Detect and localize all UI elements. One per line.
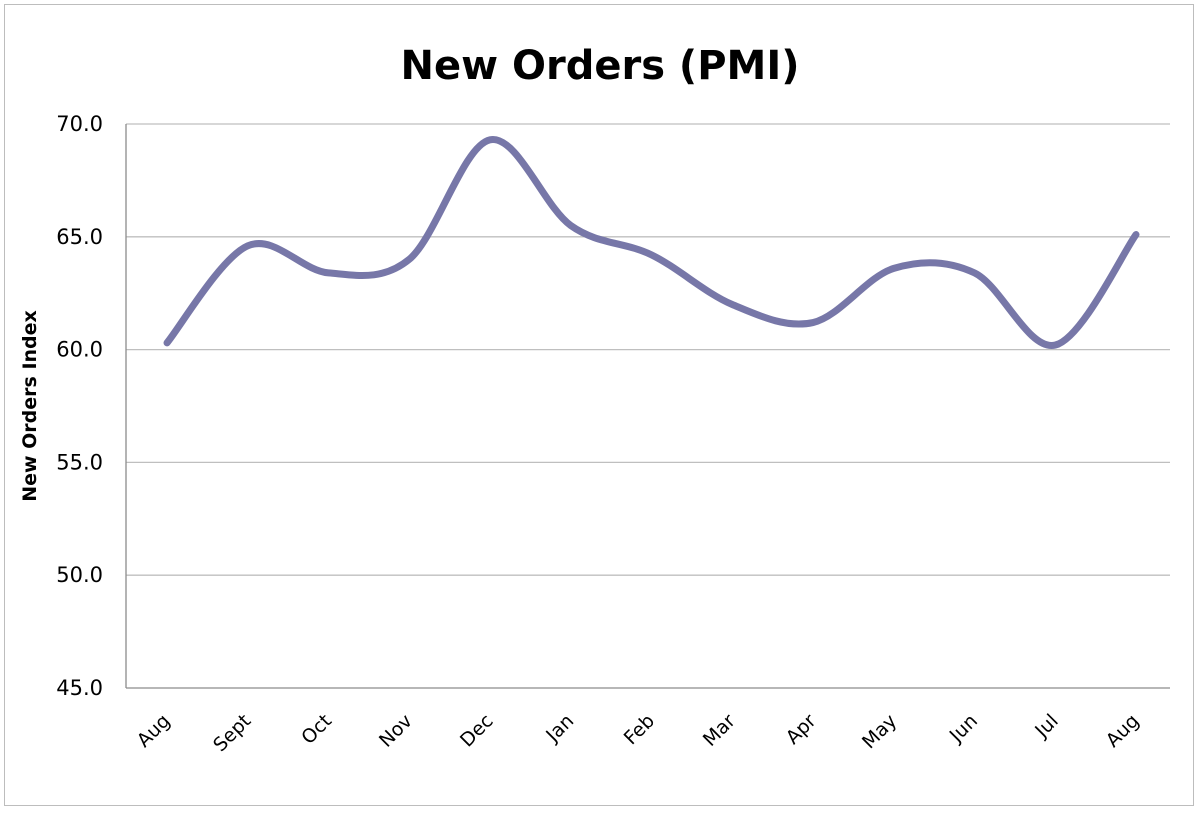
x-tick-label: Mar (699, 710, 740, 751)
x-tick-label: Oct (297, 710, 336, 749)
x-tick-label: Jun (945, 710, 982, 747)
gridlines (125, 123, 1170, 689)
chart-frame (4, 4, 1194, 806)
y-tick-label: 45.0 (56, 676, 103, 700)
y-tick-label: 60.0 (56, 338, 103, 362)
x-axis-ticks: Aug Sept Oct Nov Dec Jan Feb Mar Apr May Jun Jul Aug (133, 710, 1144, 756)
x-tick-label: Aug (133, 710, 175, 752)
chart-title: New Orders (PMI) (400, 43, 799, 89)
series-layer (163, 136, 1140, 349)
x-tick-label: Nov (375, 710, 417, 752)
x-tick-label: Aug (1102, 710, 1144, 752)
x-tick-label: Jan (541, 710, 578, 747)
y-tick-label: 70.0 (56, 112, 103, 136)
y-axis-label: New Orders Index (19, 310, 41, 502)
x-tick-label: Dec (456, 710, 498, 752)
y-tick-label: 55.0 (56, 450, 103, 474)
y-tick-label: 65.0 (56, 225, 103, 249)
x-tick-label: Apr (782, 710, 821, 749)
y-axis-ticks: 45.0 50.0 55.0 60.0 65.0 70.0 (56, 112, 103, 700)
x-tick-label: May (858, 710, 901, 753)
x-tick-label: Feb (620, 710, 659, 749)
series-line (163, 136, 1140, 349)
x-tick-label: Sept (209, 710, 255, 756)
x-tick-label: Jul (1030, 710, 1062, 742)
y-tick-label: 50.0 (56, 563, 103, 587)
